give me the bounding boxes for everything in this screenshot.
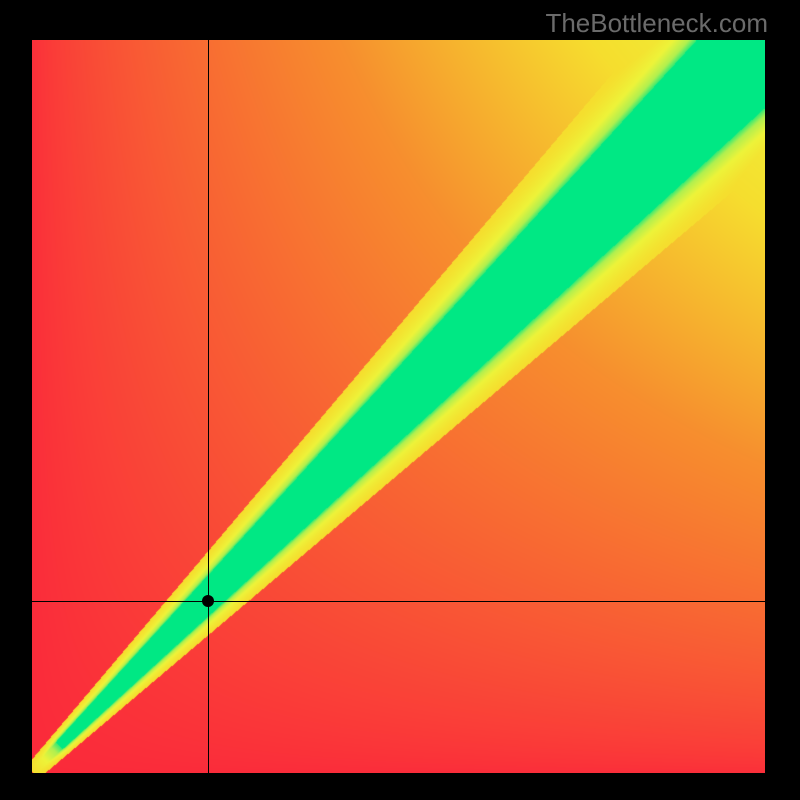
heatmap-plot (32, 40, 765, 773)
plot-frame (32, 40, 765, 773)
crosshair-horizontal (32, 601, 765, 602)
heatmap-canvas (32, 40, 765, 773)
marker-dot (202, 595, 214, 607)
image-root: TheBottleneck.com (0, 0, 800, 800)
crosshair-vertical (208, 40, 209, 773)
watermark-text: TheBottleneck.com (545, 8, 768, 39)
